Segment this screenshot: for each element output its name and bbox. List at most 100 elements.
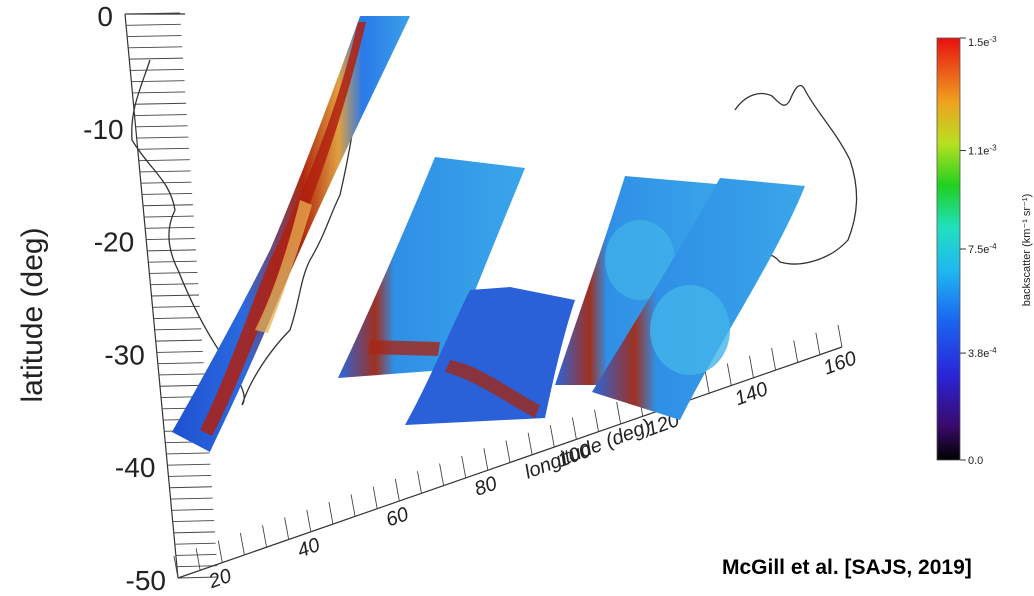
lat-minor-tick — [148, 260, 197, 263]
lat-minor-tick — [149, 271, 198, 274]
lat-minor-tick — [129, 57, 184, 60]
lat-minor-tick — [128, 46, 183, 49]
lon-minor-tick — [439, 463, 445, 486]
citation-text: McGill et al. [SAJS, 2019] — [722, 556, 972, 579]
lat-minor-tick — [171, 508, 214, 511]
lon-minor-tick — [328, 502, 334, 525]
lat-minor-tick — [147, 249, 196, 252]
lon-minor-tick — [394, 478, 400, 502]
lat-minor-tick — [130, 68, 184, 71]
lat-tick-label: -10 — [83, 114, 123, 145]
lat-minor-tick — [143, 204, 193, 207]
lon-minor-tick — [483, 448, 489, 471]
lat-minor-tick — [127, 35, 182, 38]
lon-minor-tick — [505, 440, 511, 463]
lon-minor-tick — [594, 409, 599, 432]
lat-minor-tick — [140, 181, 192, 184]
lon-tick-label: 20 — [205, 565, 234, 594]
lat-minor-tick — [133, 102, 187, 105]
lon-minor-tick — [749, 355, 754, 378]
lat-minor-tick — [146, 238, 196, 241]
lat-minor-tick — [126, 23, 181, 26]
lon-minor-tick — [527, 432, 533, 455]
lon-minor-tick — [306, 509, 312, 532]
lat-minor-tick — [131, 80, 185, 83]
colorbar-tick-label: 0.0 — [968, 455, 983, 467]
lat-tick-label: 0 — [97, 1, 113, 32]
lon-tick-label: 40 — [295, 534, 323, 562]
lat-tick-label: -30 — [104, 339, 144, 370]
lat-minor-tick — [158, 373, 205, 376]
lat-minor-tick — [124, 12, 181, 15]
lon-minor-tick — [217, 540, 223, 563]
colorbar: 0.0 3.8e-4 7.5e-4 1.1e-3 1.5e-3 backscatter … — [936, 35, 1033, 467]
lat-minor-tick — [156, 350, 203, 353]
lon-minor-tick — [815, 332, 821, 355]
lon-minor-tick — [616, 401, 622, 425]
lat-minor-tick — [134, 114, 187, 116]
lon-minor-tick — [417, 471, 422, 494]
lon-minor-tick — [350, 494, 356, 517]
x-axis-label: longitude (deg) — [522, 415, 654, 483]
lat-minor-tick — [177, 576, 219, 579]
lat-minor-tick — [170, 497, 213, 500]
lat-minor-tick — [144, 215, 194, 218]
lon-minor-tick — [793, 340, 799, 363]
lat-minor-tick — [141, 193, 193, 195]
y-axis-label: latitude (deg) — [16, 227, 49, 402]
lat-minor-tick — [135, 125, 188, 128]
lat-minor-tick — [139, 170, 191, 173]
lat-minor-tick — [176, 565, 218, 568]
curtain-3 — [405, 287, 575, 425]
lat-tick-label: -40 — [115, 452, 155, 483]
curtain-4-cloud — [605, 220, 675, 300]
curtain-3-dust — [445, 360, 540, 418]
lat-minor-tick — [173, 531, 215, 534]
lat-tick-label: -20 — [94, 227, 134, 258]
lat-minor-tick — [172, 520, 215, 523]
lon-minor-tick — [771, 348, 777, 371]
lon-minor-tick — [372, 486, 378, 509]
lon-minor-tick — [704, 371, 710, 394]
lat-tick-label: -50 — [126, 565, 166, 596]
curtain-5-cloud — [650, 285, 730, 375]
lat-minor-tick — [154, 328, 202, 331]
lon-tick-label: 60 — [383, 503, 411, 531]
lat-minor-tick — [168, 475, 212, 477]
lon-minor-tick — [262, 525, 267, 548]
lat-minor-tick — [169, 486, 212, 489]
curtain-1-aerosol — [255, 200, 312, 333]
lon-minor-tick — [239, 532, 245, 555]
colorbar-label: backscatter (km⁻¹ sr⁻¹) — [1021, 194, 1033, 306]
curtain-2-dust — [368, 340, 440, 356]
lat-minor-tick — [151, 294, 200, 297]
colorbar-tick-label: 1.5e-3 — [968, 35, 997, 50]
colorbar-tick-label: 7.5e-4 — [968, 242, 997, 257]
lat-minor-tick — [167, 463, 211, 466]
lon-minor-tick — [726, 363, 732, 386]
lon-minor-tick — [195, 548, 201, 571]
lon-minor-tick — [549, 425, 555, 448]
lat-minor-tick — [153, 317, 201, 320]
curtain-1-dust-layer — [200, 22, 366, 436]
lat-minor-tick — [137, 147, 190, 150]
australia-coastline — [734, 84, 858, 265]
colorbar-tick-label: 1.1e-3 — [968, 143, 997, 158]
lat-minor-tick — [152, 305, 200, 308]
lon-minor-tick — [837, 324, 843, 348]
lon-tick-label: 80 — [472, 472, 500, 500]
lat-minor-tick — [166, 452, 210, 455]
lat-minor-tick — [155, 339, 203, 342]
colorbar-tick-label: 3.8e-4 — [968, 346, 997, 361]
lat-minor-tick — [174, 542, 216, 545]
lon-minor-tick — [284, 517, 290, 540]
lon-minor-tick — [571, 417, 577, 440]
lat-minor-tick — [157, 362, 204, 365]
lat-minor-tick — [150, 283, 199, 286]
lat-minor-tick — [175, 553, 217, 556]
lat-minor-tick — [136, 136, 189, 139]
lon-minor-tick — [461, 455, 467, 478]
lon-minor-tick — [173, 555, 179, 579]
latitude-axis: 0 -10 -20 -30 -40 -50 latitude (deg) — [16, 1, 219, 596]
